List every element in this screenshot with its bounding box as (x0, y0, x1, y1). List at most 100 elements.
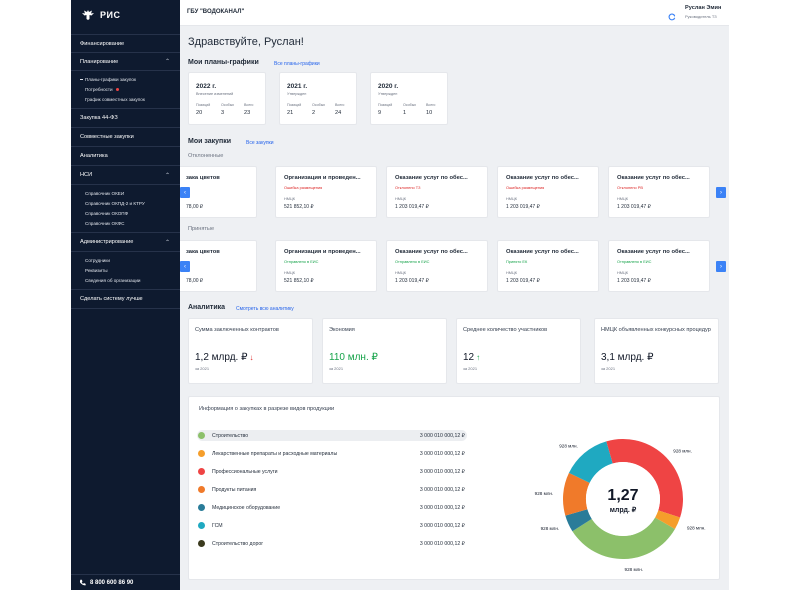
sidebar-item-nsi[interactable]: НСИ ⌃ (71, 166, 180, 185)
submenu-item-okfs[interactable]: Справочник ОКФС (71, 218, 180, 228)
donut-slice[interactable] (568, 441, 613, 483)
user-name[interactable]: Руслан Эмин (685, 5, 722, 11)
carousel-prev-button[interactable]: ‹ (180, 187, 190, 198)
sidebar-item-analytics[interactable]: Аналитика (71, 147, 180, 166)
submenu-item-org-info[interactable]: Сведения об организации (71, 275, 180, 285)
plans-section-title: Мои планы-графики (188, 59, 259, 66)
breakdown-title: Информация о закупках в разрезе видов пр… (199, 406, 335, 412)
purchase-title: зака цветов (186, 175, 220, 181)
kpi-period: за 2021 (195, 366, 210, 371)
purchase-card[interactable]: Организация и проведен... Ошибка размеще… (275, 166, 377, 218)
donut-slice[interactable] (655, 510, 681, 529)
purchase-card[interactable]: Оказание услуг по обес... Отправлено в Е… (608, 240, 710, 292)
plan-col-value: 1 (403, 110, 407, 116)
submenu-item-label: Планы-графики закупок (85, 76, 136, 82)
donut-slice[interactable] (606, 439, 683, 518)
sidebar-item-financing[interactable]: Финансирование (71, 35, 180, 53)
carousel-prev-button[interactable]: ‹ (180, 261, 190, 272)
purchase-title: Оказание услуг по обес... (617, 175, 690, 181)
legend-color-dot (198, 522, 205, 529)
legend-item[interactable]: Медицинское оборудование 3 000 010 000,12… (197, 502, 467, 513)
submenu-item-okei[interactable]: Справочник ОКЕИ (71, 188, 180, 198)
planning-submenu: Планы-графики закупок Потребности График… (71, 71, 180, 109)
nmck-label: НМЦК (506, 197, 517, 201)
submenu-item-employees[interactable]: Сотрудники (71, 255, 180, 265)
kpi-card-participants[interactable]: Среднее количество участников 12 ↑ за 202… (456, 318, 581, 384)
submenu-item-okpd[interactable]: Справочник ОКПД-2 и КТРУ (71, 198, 180, 208)
purchase-card[interactable]: Оказание услуг по обес... Отклонено РВ Н… (608, 166, 710, 218)
greeting: Здравствуйте, Руслан! (188, 36, 304, 48)
carousel-next-button[interactable]: › (716, 187, 726, 198)
legend-color-dot (198, 468, 205, 475)
submenu-item-okopf[interactable]: Справочник ОКОПФ (71, 208, 180, 218)
sidebar-item-admin[interactable]: Администрирование ⌃ (71, 233, 180, 252)
kpi-card-savings[interactable]: Экономия 110 млн. ₽ за 2021 (322, 318, 447, 384)
logo[interactable]: РИС (81, 9, 120, 21)
plan-col-value: 10 (426, 110, 433, 116)
sidebar-item-feedback[interactable]: Сделать систему лучше (71, 290, 180, 309)
plan-card-2021[interactable]: 2021 г. Утвержден Позиций 21 Особых 2 Всег… (279, 72, 357, 125)
plan-card-2020[interactable]: 2020 г. Утвержден Позиций 9 Особых 1 Всего… (370, 72, 448, 125)
plan-col-label: Позиций (196, 103, 211, 107)
purchase-card[interactable]: Оказание услуг по обес... Отклонено ТЗ Н… (386, 166, 488, 218)
legend-item[interactable]: Строительство 3 000 010 000,12 ₽ (197, 430, 467, 441)
purchase-card[interactable]: Оказание услуг по обес... Ошибка размеще… (497, 166, 599, 218)
nmck-label: НМЦК (617, 271, 628, 275)
purchase-card[interactable]: зака цветов 78,00 ₽ (180, 240, 257, 292)
sidebar-item-purchase-44fz[interactable]: Закупка 44-ФЗ (71, 109, 180, 128)
plan-card-2022[interactable]: 2022 г. Внесение изменений Позиций 20 Осо… (188, 72, 266, 125)
donut-slice[interactable] (565, 509, 592, 532)
purchase-card[interactable]: Оказание услуг по обес... Отправлено в Е… (386, 240, 488, 292)
purchase-status: Ошибка размещения (506, 185, 545, 190)
legend-item[interactable]: Продукты питания 3 000 010 000,12 ₽ (197, 484, 467, 495)
kpi-card-nmck[interactable]: НМЦК объявленных конкурсных процедур 3,1… (594, 318, 719, 384)
donut-slice[interactable] (563, 472, 590, 516)
refresh-icon[interactable] (668, 8, 676, 26)
purchase-price: 521 852,10 ₽ (284, 204, 314, 210)
purchase-card[interactable]: Организация и проведен... Отправлено в Е… (275, 240, 377, 292)
legend-item[interactable]: Лекарственные препараты и расходные мате… (197, 448, 467, 459)
purchase-title: Организация и проведен... (284, 175, 361, 181)
legend-value: 3 000 010 000,12 ₽ (419, 540, 465, 547)
purchase-title: Организация и проведен... (284, 249, 361, 255)
legend-item[interactable]: Строительство дорог 3 000 010 000,12 ₽ (197, 538, 467, 549)
legend-value: 3 000 010 000,12 ₽ (419, 432, 465, 439)
plan-col-label: Особых (403, 103, 417, 107)
plan-col-label: Всего (335, 103, 345, 107)
support-phone-number: 8 800 600 86 90 (90, 579, 134, 586)
main-content: Здравствуйте, Руслан! Мои планы-графики … (180, 26, 729, 590)
plan-col-label: Особых (312, 103, 326, 107)
sidebar-item-label: Аналитика (80, 153, 108, 159)
legend-item[interactable]: ГСМ 3 000 010 000,12 ₽ (197, 520, 467, 531)
accepted-carousel: зака цветов 78,00 ₽ Организация и провед… (180, 240, 729, 292)
donut-slice[interactable] (572, 517, 675, 560)
all-analytics-link[interactable]: Смотреть всю аналитику (236, 306, 294, 312)
sidebar-item-planning[interactable]: Планирование ⌃ (71, 53, 180, 71)
support-phone[interactable]: 8 800 600 86 90 (71, 574, 180, 590)
sidebar-item-joint-purchases[interactable]: Совместные закупки (71, 128, 180, 147)
submenu-item-requisites[interactable]: Реквизиты (71, 265, 180, 275)
legend-value: 3 000 010 000,12 ₽ (419, 450, 465, 457)
plan-col-value: 24 (335, 110, 342, 116)
purchase-title: Оказание услуг по обес... (395, 175, 468, 181)
carousel-next-button[interactable]: › (716, 261, 726, 272)
purchase-card[interactable]: Оказание услуг по обес... Принято ЕК НМЦ… (497, 240, 599, 292)
purchase-title: Оказание услуг по обес... (395, 249, 468, 255)
legend-value: 3 000 010 000,12 ₽ (419, 468, 465, 475)
donut-center-unit: млрд. ₽ (610, 506, 637, 514)
purchase-price: 521 852,10 ₽ (284, 278, 314, 284)
submenu-item-joint-schedule[interactable]: График совместных закупок (71, 94, 180, 104)
submenu-item-plans[interactable]: Планы-графики закупок (71, 74, 180, 84)
kpi-title: НМЦК объявленных конкурсных процедур (601, 327, 711, 333)
legend-item[interactable]: Профессиональные услуги 3 000 010 000,12 … (197, 466, 467, 477)
purchase-card[interactable]: зака цветов 78,00 ₽ (180, 166, 257, 218)
all-purchases-link[interactable]: Все закупки (246, 140, 274, 146)
all-plans-link[interactable]: Все планы-графики (274, 61, 320, 67)
submenu-item-needs[interactable]: Потребности (71, 84, 180, 94)
kpi-card-contracts[interactable]: Сумма заключенных контрактов 1,2 млрд. ₽… (188, 318, 313, 384)
submenu-item-label: Реквизиты (85, 267, 108, 273)
purchase-status: Принято ЕК (506, 259, 528, 264)
app-window: РИС Финансирование Планирование ⌃ Планы-… (71, 0, 729, 590)
sidebar-item-label: Сделать систему лучше (80, 296, 143, 302)
purchase-title: Оказание услуг по обес... (506, 175, 579, 181)
